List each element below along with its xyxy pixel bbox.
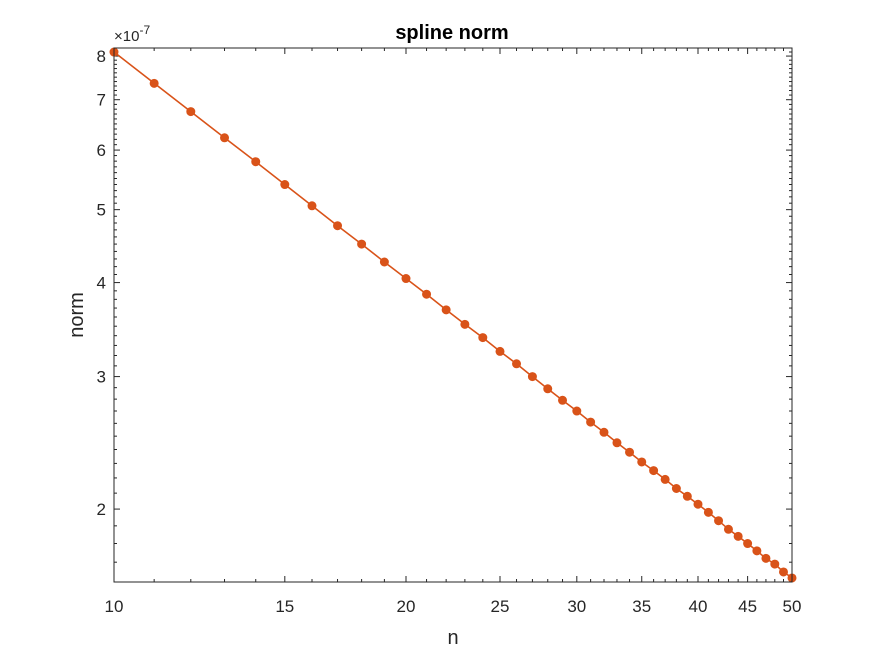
data-point bbox=[379, 257, 389, 267]
series-layer bbox=[109, 47, 797, 583]
data-point bbox=[186, 107, 196, 117]
data-point bbox=[599, 427, 609, 437]
chart-title: spline norm bbox=[395, 22, 508, 44]
data-point bbox=[460, 319, 470, 329]
data-point bbox=[671, 484, 681, 494]
data-point bbox=[733, 531, 743, 541]
y-tick-label: 7 bbox=[97, 91, 106, 110]
x-tick-label: 50 bbox=[783, 597, 802, 616]
y-tick-label: 5 bbox=[97, 201, 106, 220]
data-point bbox=[682, 491, 692, 501]
data-point bbox=[251, 157, 261, 167]
x-axis-label: n bbox=[447, 627, 458, 649]
data-point bbox=[660, 474, 670, 484]
y-tick-label: 2 bbox=[97, 500, 106, 519]
data-point bbox=[495, 346, 505, 356]
data-point bbox=[220, 133, 230, 143]
data-point bbox=[625, 447, 635, 457]
data-point bbox=[723, 524, 733, 534]
y-tick-label: 6 bbox=[97, 141, 106, 160]
data-point bbox=[714, 516, 724, 526]
data-point bbox=[770, 559, 780, 569]
data-point bbox=[778, 567, 788, 577]
y-axis-label: norm bbox=[66, 292, 88, 338]
data-point bbox=[752, 546, 762, 556]
data-point bbox=[743, 539, 753, 549]
data-point bbox=[478, 333, 488, 343]
y-tick-label: 3 bbox=[97, 368, 106, 387]
data-point bbox=[357, 239, 367, 249]
x-tick-label: 25 bbox=[491, 597, 510, 616]
data-point bbox=[441, 305, 451, 315]
y-axis-multiplier: ×10-7 bbox=[114, 23, 150, 45]
x-tick-label: 15 bbox=[275, 597, 294, 616]
data-point bbox=[333, 221, 343, 231]
data-point bbox=[401, 274, 411, 284]
x-tick-label: 10 bbox=[105, 597, 124, 616]
data-point bbox=[612, 438, 622, 448]
y-axis-multiplier-exponent: -7 bbox=[139, 23, 150, 37]
data-point bbox=[572, 406, 582, 416]
data-point bbox=[149, 78, 159, 88]
x-tick-label: 40 bbox=[689, 597, 708, 616]
data-point bbox=[649, 466, 659, 476]
data-point bbox=[280, 180, 290, 190]
data-point bbox=[558, 395, 568, 405]
x-tick-label: 30 bbox=[567, 597, 586, 616]
data-point bbox=[703, 507, 713, 517]
data-point bbox=[637, 457, 647, 467]
data-point bbox=[422, 289, 432, 299]
x-tick-label: 35 bbox=[632, 597, 651, 616]
data-point bbox=[761, 553, 771, 563]
data-point bbox=[512, 359, 522, 369]
data-point bbox=[586, 417, 596, 427]
x-tick-label: 20 bbox=[397, 597, 416, 616]
data-point bbox=[693, 499, 703, 509]
data-point bbox=[543, 384, 553, 394]
data-point bbox=[527, 372, 537, 382]
y-axis-multiplier-base: ×10 bbox=[114, 28, 139, 45]
y-tick-label: 4 bbox=[97, 274, 106, 293]
x-tick-label: 45 bbox=[738, 597, 757, 616]
data-point bbox=[307, 201, 317, 211]
plot-frame bbox=[113, 47, 793, 583]
y-tick-label: 8 bbox=[97, 47, 106, 66]
